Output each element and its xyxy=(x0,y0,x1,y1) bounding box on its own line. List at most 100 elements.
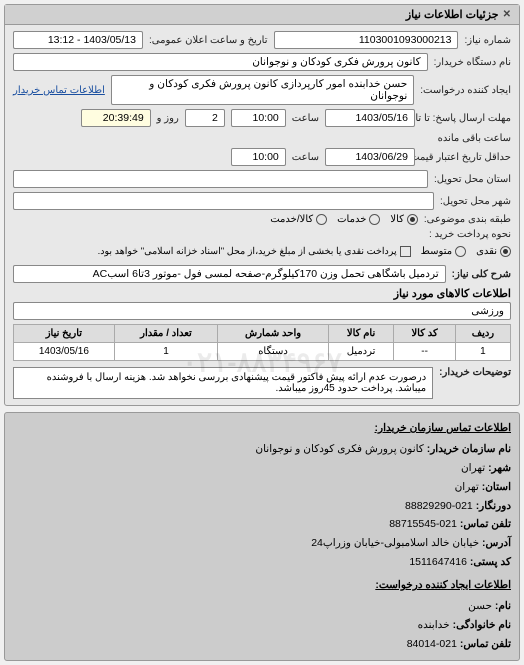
contact-tel2-label: تلفن تماس: xyxy=(460,638,511,650)
col-code: کد کالا xyxy=(394,325,456,343)
pack-radio-group: کالا خدمات کالا/خدمت xyxy=(270,214,418,225)
category-field: ورزشی xyxy=(13,302,511,320)
time-label-2: ساعت xyxy=(292,152,319,163)
validity-time-field: 10:00 xyxy=(231,148,286,166)
buyer-notes-label: توضیحات خریدار: xyxy=(439,367,511,378)
table-row: 1 -- تردمیل دستگاه 1 1403/05/16 xyxy=(14,343,511,361)
panel-header: ✕ جزئیات اطلاعات نیاز xyxy=(5,5,519,25)
pay-radio-naqdi[interactable]: نقدی xyxy=(476,246,511,257)
collapse-icon[interactable]: ✕ xyxy=(503,9,511,20)
validity-date-field: 1403/06/29 xyxy=(325,148,415,166)
pay-other-text: پرداخت نقدی یا بخشی از مبلغ خرید،از محل … xyxy=(98,246,411,257)
pack-kala-label: کالا xyxy=(390,214,404,225)
announce-dt-label: تاریخ و ساعت اعلان عمومی: xyxy=(149,35,268,46)
pack-both-label: کالا/خدمت xyxy=(270,214,313,225)
goods-section-title: اطلاعات کالاهای مورد نیاز xyxy=(13,287,511,300)
buyer-notes-box: درصورت عدم ارائه پیش فاکتور قیمت پیشنهاد… xyxy=(13,367,433,399)
contact-section2-title: اطلاعات ایجاد کننده درخواست: xyxy=(13,576,511,595)
panel-body: شماره نیاز: 1103001093000213 تاریخ و ساع… xyxy=(5,25,519,405)
cell-unit: دستگاه xyxy=(218,343,329,361)
contact-fax-row: دورنگار: 021-88829290 xyxy=(13,497,511,516)
col-date: تاریخ نیاز xyxy=(14,325,115,343)
contact-fax-value: 021-88829290 xyxy=(405,500,473,512)
deadline-label: مهلت ارسال پاسخ: تا تاریخ: xyxy=(421,113,511,124)
contact-tel2-row: تلفن تماس: 021-84014 xyxy=(13,635,511,654)
delivery-loc-field xyxy=(13,170,428,188)
contact-post-row: کد پستی: 1511647416 xyxy=(13,553,511,572)
contact-prov-value: تهران xyxy=(455,481,479,493)
pack-radio-both[interactable]: کالا/خدمت xyxy=(270,214,327,225)
contact-name-label: نام: xyxy=(495,600,511,612)
cell-date: 1403/05/16 xyxy=(14,343,115,361)
payment-label: نحوه پرداخت خرید : xyxy=(429,229,511,240)
contact-tel-row: تلفن تماس: 021-88715545 xyxy=(13,515,511,534)
contact-city-row: شهر: تهران xyxy=(13,459,511,478)
time-remain-field: 20:39:49 xyxy=(81,109,151,127)
pay-naqdi-label: نقدی xyxy=(476,246,497,257)
validity-label: حداقل تاریخ اعتبار قیمت: تا تاریخ: xyxy=(421,152,511,163)
deadline-date-field: 1403/05/16 xyxy=(325,109,415,127)
contact-addr-row: آدرس: خیابان خالد اسلامبولی-خیابان وزراپ… xyxy=(13,534,511,553)
pay-radio-motavasset[interactable]: متوسط xyxy=(421,246,466,257)
contact-name-value: حسن xyxy=(468,600,492,612)
requester-label: ایجاد کننده درخواست: xyxy=(420,85,511,96)
contact-section1-title: اطلاعات تماس سازمان خریدار: xyxy=(13,419,511,438)
pack-khadamat-label: خدمات xyxy=(337,214,366,225)
contact-lname-value: خدابنده xyxy=(418,619,450,631)
delivery-loc-label: استان محل تحویل: xyxy=(434,174,511,185)
deadline-time-field: 10:00 xyxy=(231,109,286,127)
contact-org-row: نام سازمان خریدار: کانون پرورش فکری کودک… xyxy=(13,440,511,459)
cell-name: تردمیل xyxy=(328,343,393,361)
radio-icon xyxy=(500,246,511,257)
desc-title-label: شرح کلی نیاز: xyxy=(452,269,511,280)
days-remain-field: 2 xyxy=(185,109,225,127)
radio-icon xyxy=(407,214,418,225)
cell-row: 1 xyxy=(455,343,510,361)
contact-org-label: نام سازمان خریدار: xyxy=(427,443,511,455)
radio-icon xyxy=(369,214,380,225)
desc-field: تردمیل باشگاهی تحمل وزن 170کیلوگرم-صفحه … xyxy=(13,265,446,283)
contact-post-label: کد پستی: xyxy=(470,556,511,568)
need-details-panel: ✕ جزئیات اطلاعات نیاز شماره نیاز: 110300… xyxy=(4,4,520,406)
contact-tel2-value: 021-84014 xyxy=(407,638,457,650)
payment-radio-group: نقدی متوسط پرداخت نقدی یا بخشی از مبلغ خ… xyxy=(98,246,511,257)
contact-tel-label: تلفن تماس: xyxy=(460,518,511,530)
delivery-city-field xyxy=(13,192,434,210)
checkbox-icon[interactable] xyxy=(400,246,411,257)
contact-name-row: نام: حسن xyxy=(13,597,511,616)
pack-group-label: طبقه بندی موضوعی: xyxy=(424,214,511,225)
col-qty: تعداد / مقدار xyxy=(114,325,217,343)
cell-qty: 1 xyxy=(114,343,217,361)
radio-icon xyxy=(455,246,466,257)
ref-no-field: 1103001093000213 xyxy=(274,31,459,49)
time-label-1: ساعت xyxy=(292,113,319,124)
contact-addr-value: خیابان خالد اسلامبولی-خیابان وزراپ24 xyxy=(311,537,479,549)
pack-radio-kala[interactable]: کالا xyxy=(390,214,418,225)
cell-code: -- xyxy=(394,343,456,361)
days-and-label: روز و xyxy=(157,113,179,124)
contact-prov-label: استان: xyxy=(482,481,511,493)
ref-no-label: شماره نیاز: xyxy=(464,35,511,46)
contact-lname-label: نام خانوادگی: xyxy=(453,619,511,631)
goods-table-wrap: ردیف کد کالا نام کالا واحد شمارش تعداد /… xyxy=(13,324,511,399)
contact-link[interactable]: اطلاعات تماس خریدار xyxy=(13,85,105,96)
remain-label: ساعت باقی مانده xyxy=(438,133,511,144)
contact-city-label: شهر: xyxy=(488,462,511,474)
pack-radio-khadamat[interactable]: خدمات xyxy=(337,214,380,225)
contact-addr-label: آدرس: xyxy=(482,537,511,549)
delivery-city-label: شهر محل تحویل: xyxy=(440,196,511,207)
pay-motavasset-label: متوسط xyxy=(421,246,452,257)
col-row: ردیف xyxy=(455,325,510,343)
col-unit: واحد شمارش xyxy=(218,325,329,343)
contact-org-value: کانون پرورش فکری کودکان و نوجوانان xyxy=(255,443,423,455)
panel-title: جزئیات اطلاعات نیاز xyxy=(406,8,499,21)
table-header-row: ردیف کد کالا نام کالا واحد شمارش تعداد /… xyxy=(14,325,511,343)
radio-icon xyxy=(316,214,327,225)
contact-block: اطلاعات تماس سازمان خریدار: نام سازمان خ… xyxy=(4,412,520,661)
contact-fax-label: دورنگار: xyxy=(476,500,511,512)
buyer-org-field: کانون پرورش فکری کودکان و نوجوانان xyxy=(13,53,428,71)
col-name: نام کالا xyxy=(328,325,393,343)
contact-post-value: 1511647416 xyxy=(409,556,467,568)
contact-prov-row: استان: تهران xyxy=(13,478,511,497)
contact-lname-row: نام خانوادگی: خدابنده xyxy=(13,616,511,635)
